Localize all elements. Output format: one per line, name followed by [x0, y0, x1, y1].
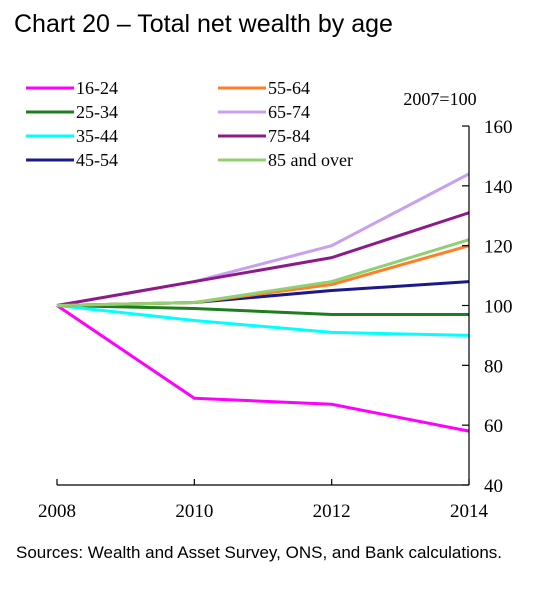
x-tick-label: 2012: [313, 501, 351, 522]
plot-lines: [56, 172, 470, 433]
x-tick-label: 2008: [38, 501, 76, 522]
y-tick-label: 40: [484, 476, 503, 497]
unit-label: 2007=100: [403, 89, 476, 109]
x-tick-label: 2010: [175, 501, 213, 522]
legend-label-25-34: 25-34: [76, 102, 118, 122]
series-line-85-and-over: [56, 238, 470, 307]
series-line-75-84: [56, 211, 470, 307]
legend-label-75-84: 75-84: [268, 126, 310, 146]
y-tick-label: 60: [484, 416, 503, 437]
y-tick-label: 160: [484, 117, 513, 138]
axes: 2008 2010 2012 2014 40 60 80 100 120 140 160: [38, 117, 513, 522]
legend-label-45-54: 45-54: [76, 150, 118, 170]
y-tick-label: 140: [484, 177, 513, 198]
y-tick-label: 80: [484, 356, 503, 377]
x-tick-label: 2014: [450, 501, 489, 522]
legend-label-55-64: 55-64: [268, 78, 310, 98]
y-tick-label: 120: [484, 237, 513, 258]
chart-title: Chart 20 – Total net wealth by age: [14, 10, 393, 38]
legend-label-35-44: 35-44: [76, 126, 118, 146]
y-tick-label: 100: [484, 297, 513, 318]
legend-label-85-and-over: 85 and over: [268, 150, 353, 170]
legend-label-65-74: 65-74: [268, 102, 310, 122]
series-line-16-24: [56, 304, 470, 433]
legend-label-16-24: 16-24: [76, 78, 118, 98]
legend: 16-24 25-34 35-44 45-54 55-64 65-74 75-84 85 an…: [26, 78, 353, 170]
series-line-35-44: [56, 304, 470, 337]
source-note: Sources: Wealth and Asset Survey, ONS, a…: [16, 543, 503, 562]
series-line-25-34: [56, 304, 469, 316]
